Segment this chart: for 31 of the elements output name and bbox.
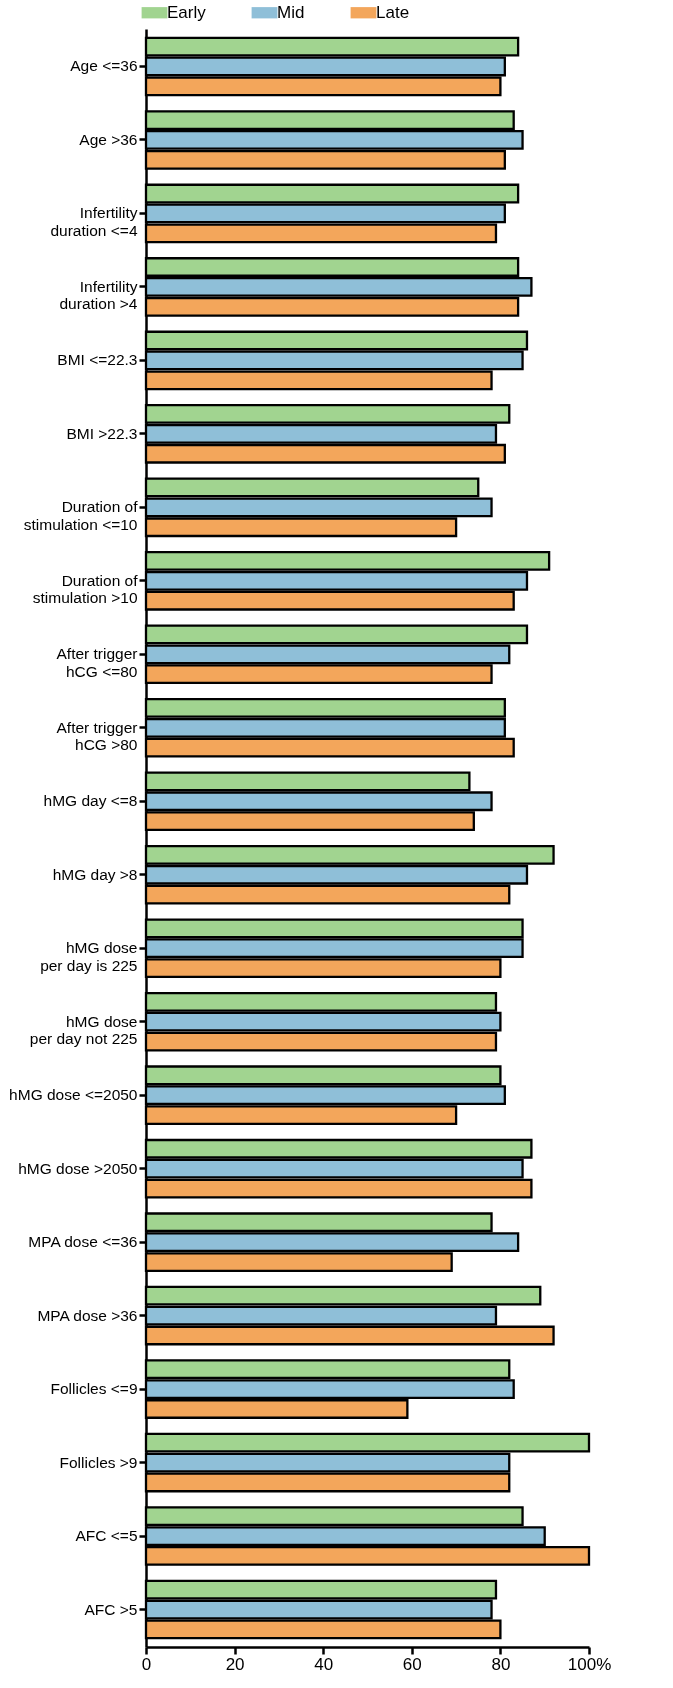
legend-label: Early — [167, 2, 207, 22]
x-tick-label: 40 — [314, 1654, 334, 1674]
x-tick-label: 0 — [141, 1654, 152, 1674]
y-tick-label: AFC <=5 — [75, 1527, 138, 1545]
y-tick-label: Duration of stimulation <=10 — [23, 498, 139, 533]
y-tick-label: Infertility duration <=4 — [50, 204, 138, 239]
y-tick-label: hMG dose per day not 225 — [29, 1012, 138, 1048]
x-tick-label: 100% — [567, 1654, 612, 1674]
y-tick-label: MPA dose >36 — [37, 1306, 138, 1324]
y-tick-label: Age <=36 — [70, 57, 138, 75]
y-tick-label: hMG day <=8 — [43, 792, 138, 810]
y-tick-label: Infertility duration >4 — [59, 277, 138, 313]
y-tick-label: Age >36 — [79, 130, 138, 148]
y-tick-label: Duration of stimulation >10 — [32, 571, 139, 607]
y-tick-label: hMG dose >2050 — [18, 1159, 138, 1177]
y-tick-label: BMI >22.3 — [66, 424, 138, 442]
x-tick-label: 20 — [225, 1654, 245, 1674]
legend-label: Mid — [277, 2, 305, 22]
y-tick-label: BMI <=22.3 — [57, 351, 138, 369]
legend-label: Late — [376, 2, 410, 22]
y-tick-label: Follicles <=9 — [50, 1380, 138, 1398]
y-tick-label: MPA dose <=36 — [28, 1233, 138, 1251]
y-tick-label: Follicles >9 — [59, 1453, 138, 1471]
y-tick-label: AFC >5 — [84, 1600, 138, 1618]
x-tick-label: 60 — [402, 1654, 422, 1674]
y-tick-label: hMG day >8 — [52, 865, 138, 883]
y-tick-label: After trigger hCG <=80 — [56, 645, 138, 680]
y-tick-label: hMG dose <=2050 — [9, 1086, 138, 1104]
y-tick-label: hMG dose per day is 225 — [40, 939, 138, 974]
x-tick-label: 80 — [491, 1654, 511, 1674]
y-tick-label: After trigger hCG >80 — [56, 718, 138, 754]
